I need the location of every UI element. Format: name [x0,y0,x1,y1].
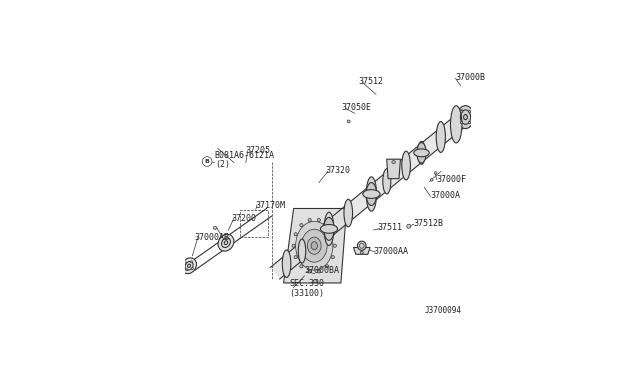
Ellipse shape [298,239,306,263]
Ellipse shape [468,110,470,113]
Ellipse shape [308,270,311,273]
Ellipse shape [366,177,376,211]
Ellipse shape [313,280,317,283]
Ellipse shape [292,244,295,247]
Polygon shape [387,159,401,179]
Ellipse shape [182,258,196,274]
Polygon shape [284,208,347,283]
Ellipse shape [317,218,321,222]
Ellipse shape [366,183,376,205]
Ellipse shape [435,171,437,174]
Ellipse shape [332,233,335,236]
Ellipse shape [324,217,334,240]
Text: J3700094: J3700094 [424,306,461,315]
Ellipse shape [460,110,463,112]
Ellipse shape [363,190,380,198]
Ellipse shape [324,212,334,246]
Ellipse shape [300,224,303,227]
Text: 37000A: 37000A [431,191,461,201]
Ellipse shape [190,261,193,263]
Ellipse shape [191,267,193,270]
Bar [240,210,268,237]
Ellipse shape [326,265,329,268]
Ellipse shape [213,226,217,229]
Text: 37511: 37511 [377,224,403,232]
Ellipse shape [460,110,463,113]
Ellipse shape [317,270,321,273]
Ellipse shape [344,199,353,227]
Ellipse shape [383,169,391,194]
Text: 37205: 37205 [246,145,271,154]
Ellipse shape [321,225,337,233]
Ellipse shape [332,256,335,259]
Ellipse shape [326,224,329,227]
Ellipse shape [417,142,426,163]
Ellipse shape [296,221,333,270]
Ellipse shape [311,242,317,250]
Ellipse shape [307,237,321,254]
Ellipse shape [358,241,366,250]
Ellipse shape [402,151,410,180]
Text: 37000BA: 37000BA [305,266,339,275]
Text: (2): (2) [215,160,230,169]
Ellipse shape [301,229,327,262]
Ellipse shape [431,179,433,181]
Ellipse shape [418,141,425,164]
Text: 37170M: 37170M [256,201,286,210]
Text: 37320: 37320 [325,166,350,175]
Text: 37050E: 37050E [342,103,372,112]
Ellipse shape [451,106,462,143]
Ellipse shape [294,256,297,259]
Ellipse shape [407,224,411,228]
Text: 37000AB: 37000AB [194,234,229,243]
Ellipse shape [186,269,188,271]
Text: 37512: 37512 [358,77,383,86]
Text: 37000F: 37000F [436,175,467,184]
Ellipse shape [333,244,337,247]
Ellipse shape [347,120,350,123]
Ellipse shape [460,121,463,124]
Ellipse shape [414,149,429,157]
Text: 37512B: 37512B [413,219,444,228]
Polygon shape [353,247,370,254]
Text: B081A6-6121A: B081A6-6121A [214,151,275,160]
Ellipse shape [468,121,470,124]
Text: 37000AA: 37000AA [374,247,409,256]
Text: 37200: 37200 [231,214,256,223]
Polygon shape [270,109,472,279]
Ellipse shape [294,233,297,236]
Ellipse shape [360,251,364,254]
Ellipse shape [282,250,291,278]
Ellipse shape [392,161,396,163]
Text: SEC.330
(33100): SEC.330 (33100) [289,279,324,298]
Ellipse shape [308,218,311,222]
Ellipse shape [300,265,303,268]
Ellipse shape [436,122,445,153]
Circle shape [202,157,212,166]
Text: B: B [205,159,209,164]
Ellipse shape [185,262,187,264]
Ellipse shape [457,106,474,129]
Text: 37000B: 37000B [456,73,486,82]
Ellipse shape [218,234,234,251]
